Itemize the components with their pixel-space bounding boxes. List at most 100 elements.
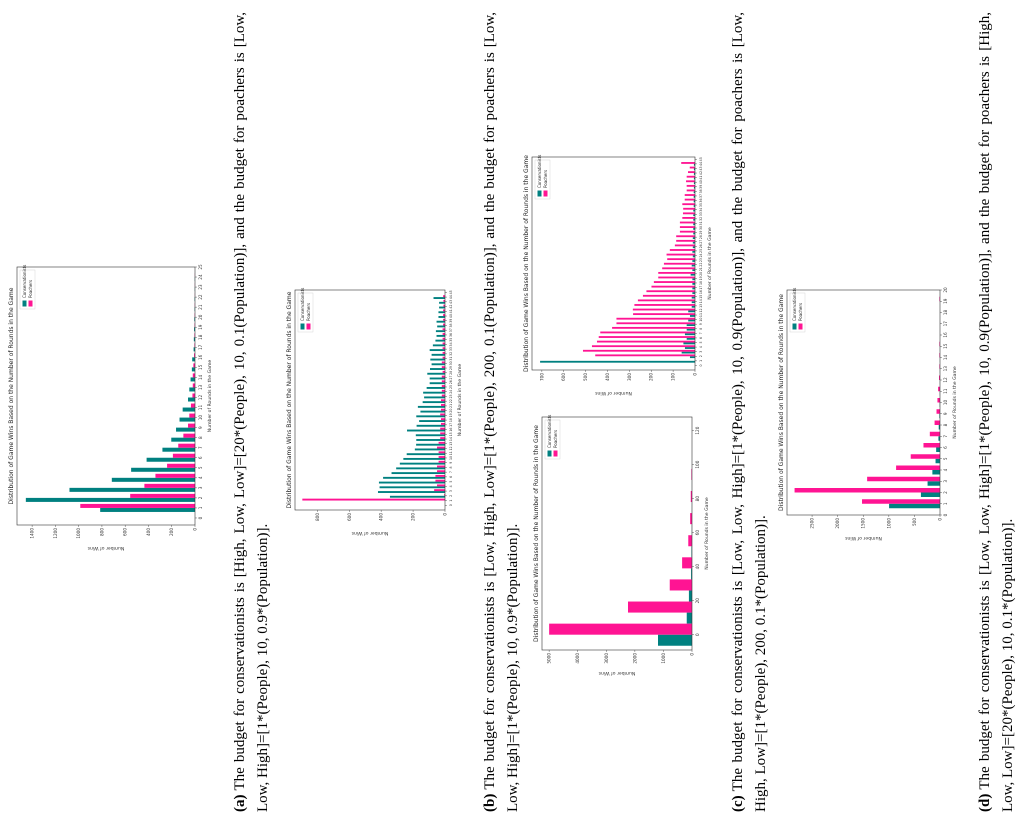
- bar-conservationists: [191, 367, 196, 372]
- bar-conservationists: [693, 200, 696, 203]
- x-tick-label: 22: [449, 399, 453, 403]
- caption-text: The budget for conservationists is [Low,…: [977, 12, 1016, 812]
- x-tick-label: 13: [449, 442, 453, 446]
- x-tick-label: 14: [449, 437, 453, 441]
- x-tick-label: 13: [198, 384, 203, 390]
- x-tick-label: 2: [943, 491, 948, 494]
- x-tick-label: 120: [695, 426, 700, 434]
- bar-conservationists: [686, 328, 696, 331]
- bar-poachers: [192, 393, 195, 398]
- bar-poachers: [600, 331, 695, 334]
- x-tick-label: 27: [449, 375, 453, 379]
- chart-svg: Distribution of Game Wins Based on the N…: [286, 288, 463, 536]
- y-tick-label: 0: [938, 518, 943, 521]
- y-tick-label: 200: [169, 528, 174, 536]
- caption-label: (b): [482, 793, 498, 812]
- x-tick-label: 13: [699, 304, 703, 308]
- x-tick-label: 30: [699, 226, 703, 230]
- x-tick-label: 18: [198, 334, 203, 340]
- bar-conservationists: [686, 612, 693, 624]
- bar-poachers: [193, 363, 196, 368]
- bar-poachers: [438, 456, 445, 458]
- bar-poachers: [642, 294, 695, 297]
- x-tick-label: 22: [699, 263, 703, 267]
- bar-conservationists: [430, 368, 445, 370]
- x-tick-label: 3: [198, 486, 203, 489]
- bar-conservationists: [681, 351, 695, 354]
- bar-poachers: [634, 304, 695, 306]
- x-tick-label: 23: [699, 258, 703, 262]
- legend-label-poachers: Poachers: [553, 430, 558, 448]
- bar-conservationists: [693, 228, 695, 230]
- y-tick-label: 1200: [53, 528, 58, 539]
- y-tick-label: 600: [561, 373, 566, 381]
- y-tick-label: 0: [690, 653, 695, 656]
- x-tick-label: 20: [198, 314, 203, 320]
- bar-conservationists: [192, 357, 195, 362]
- x-tick-label: 14: [198, 374, 203, 380]
- y-tick-label: 200: [649, 373, 654, 381]
- chart-title: Distribution of Game Wins Based on the N…: [8, 287, 15, 504]
- bar-poachers: [923, 443, 941, 448]
- legend-swatch-conservationists: [22, 300, 27, 307]
- x-tick-label: 6: [943, 446, 948, 449]
- y-tick-label: 800: [99, 528, 104, 536]
- x-tick-label: 20: [695, 598, 700, 604]
- x-tick-label: 15: [943, 343, 948, 349]
- bar-poachers: [442, 347, 446, 350]
- bar-poachers: [667, 258, 696, 261]
- x-tick-label: 31: [449, 357, 453, 361]
- bar-conservationists: [692, 260, 695, 262]
- bar-conservationists: [688, 590, 693, 602]
- legend: Conservationists Poachers: [789, 288, 806, 333]
- x-tick-label: 100: [695, 460, 700, 468]
- bar-conservationists: [190, 377, 196, 382]
- x-tick-label: 7: [449, 471, 453, 473]
- bar-poachers: [934, 420, 940, 425]
- bar-conservationists: [432, 344, 446, 347]
- x-axis-label: Number of Rounds in the Game: [207, 360, 213, 433]
- x-tick-label: 12: [699, 308, 703, 312]
- x-tick-label: 34: [449, 342, 453, 346]
- plot-frame: [16, 266, 196, 526]
- x-tick-label: 60: [695, 530, 700, 536]
- y-axis-label: Number of Wins: [598, 670, 635, 676]
- bar-conservationists: [688, 310, 696, 313]
- bar-conservationists: [433, 297, 445, 299]
- x-tick-label: 11: [943, 388, 948, 394]
- bar-conservationists: [438, 311, 445, 314]
- bar-poachers: [628, 601, 692, 613]
- bar-poachers: [443, 299, 445, 302]
- x-tick-label: 40: [695, 564, 700, 570]
- bar-poachers: [442, 370, 446, 373]
- bar-poachers: [637, 299, 695, 302]
- bar-conservationists: [938, 436, 940, 441]
- bar-poachers: [435, 479, 446, 482]
- legend-box: [297, 292, 314, 333]
- x-tick-label: 43: [699, 166, 703, 170]
- bar-conservationists: [692, 278, 695, 281]
- legend-box: [19, 269, 36, 310]
- legend-swatch-conservationists: [300, 323, 305, 330]
- bar-conservationists: [936, 447, 940, 452]
- bar-poachers: [155, 473, 195, 478]
- bar-conservationists: [414, 448, 445, 451]
- x-tick-label: 28: [699, 235, 703, 239]
- bar-conservationists: [423, 391, 445, 394]
- bar-conservationists: [435, 339, 446, 342]
- bar-poachers: [896, 465, 940, 470]
- bar-poachers: [440, 432, 446, 435]
- bar-conservationists: [431, 363, 446, 366]
- bar-poachers: [440, 437, 446, 440]
- bar-poachers: [437, 465, 445, 468]
- bar-poachers: [441, 408, 445, 411]
- bar-poachers: [441, 418, 445, 421]
- bar-conservationists: [431, 353, 446, 356]
- bar-poachers: [686, 189, 696, 192]
- bar-conservationists: [100, 507, 195, 512]
- bar-poachers: [442, 356, 446, 359]
- bar-poachers: [651, 285, 695, 288]
- caption-text: The budget for conservationists is [Low,…: [482, 12, 521, 812]
- bar-conservationists: [389, 495, 445, 498]
- x-tick-label: 12: [943, 377, 948, 383]
